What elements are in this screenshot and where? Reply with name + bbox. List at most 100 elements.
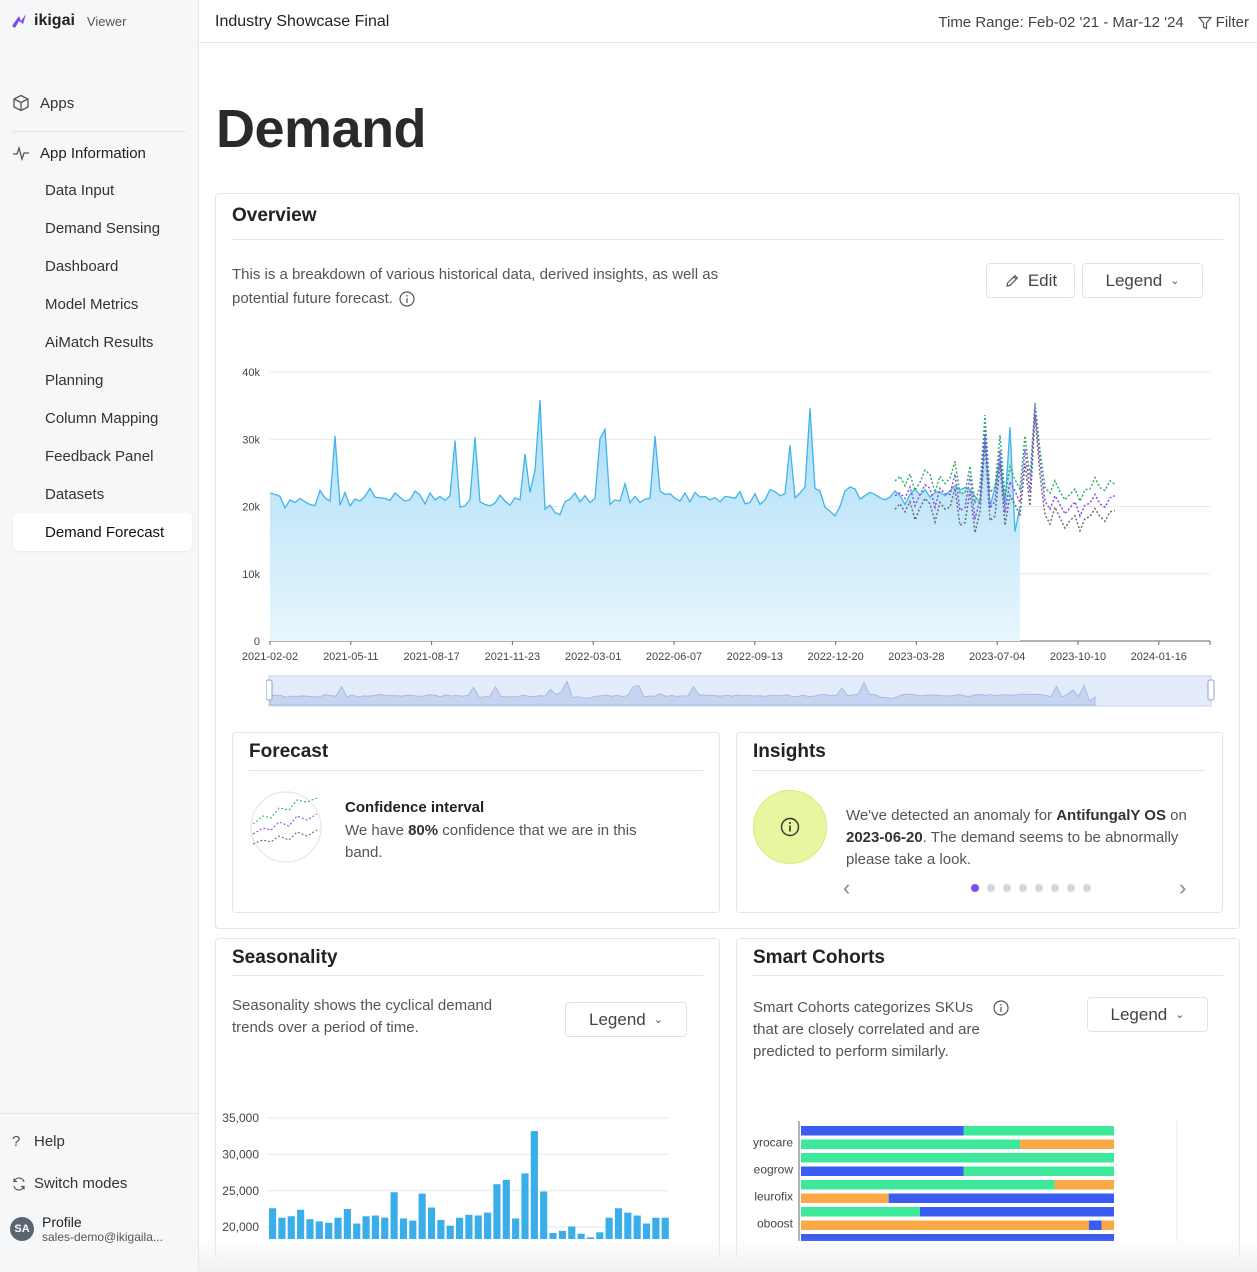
info-icon[interactable] [993, 1000, 1009, 1016]
help-link[interactable]: ? Help [12, 1133, 65, 1150]
forecast-title: Forecast [249, 741, 329, 762]
pagination-dot[interactable] [1035, 884, 1043, 892]
demand-chart[interactable]: 0 10k 20k 30k 40k 2021-02-02 2021-05-11 2021-08… [230, 354, 1235, 711]
insight-line-1: We've detected an anomaly for [846, 807, 1057, 824]
bar [325, 1222, 333, 1239]
bar [530, 1131, 538, 1239]
x-tick-label: 2021-11-23 [485, 651, 540, 663]
bar [652, 1217, 660, 1239]
ci-text-line-2: band. [345, 844, 383, 861]
bar [549, 1233, 557, 1239]
pagination-dot[interactable] [987, 884, 995, 892]
time-navigator[interactable] [266, 674, 1216, 708]
cohort-segment [963, 1166, 1114, 1176]
sidebar-item-feedback-panel[interactable]: Feedback Panel [45, 447, 154, 465]
x-tick-label: 2022-09-13 [727, 651, 783, 663]
sidebar-item-data-input[interactable]: Data Input [45, 181, 115, 199]
cohort-segment [1020, 1139, 1114, 1149]
app-title: Industry Showcase Final [215, 13, 390, 30]
info-icon[interactable] [399, 291, 415, 307]
y-tick-label: 20,000 [222, 1220, 259, 1234]
seasonality-chart[interactable]: 20,000 25,000 30,000 35,000 [216, 1105, 686, 1239]
sidebar-item-model-metrics[interactable]: Model Metrics [45, 295, 139, 313]
bar [633, 1215, 641, 1239]
time-range[interactable]: Time Range: Feb-02 '21 - Mar-12 '24 [938, 14, 1184, 31]
insight-sku[interactable]: AntifungalY OS [1056, 807, 1166, 824]
question-icon: ? [12, 1133, 21, 1150]
profile[interactable]: SA Profile sales-demo@ikigaila... [10, 1214, 163, 1244]
insight-next-button[interactable]: › [1179, 875, 1187, 900]
nav-apps[interactable]: Apps [12, 94, 74, 112]
chevron-down-icon: ⌄ [653, 1014, 663, 1026]
bar [540, 1191, 548, 1239]
history-area [270, 400, 1020, 641]
sidebar-item-demand-sensing[interactable]: Demand Sensing [45, 219, 161, 237]
sidebar-item-demand-forecast[interactable]: Demand Forecast [13, 513, 192, 551]
pagination-dot[interactable] [1051, 884, 1059, 892]
overview-description-line-1: This is a breakdown of various historica… [232, 266, 719, 283]
switch-modes-link[interactable]: Switch modes [12, 1175, 127, 1192]
nav-app-information[interactable]: App Information [12, 144, 146, 162]
seasonality-card: Seasonality Seasonality shows the cyclic… [215, 938, 720, 1258]
logo-text: ikigai [34, 12, 75, 29]
insight-prev-button[interactable]: ‹ [843, 875, 851, 900]
bar [521, 1173, 529, 1239]
profile-email: sales-demo@ikigaila... [42, 1230, 163, 1244]
ikigai-logo-icon [12, 14, 26, 28]
smart-cohorts-legend-dropdown[interactable]: Legend ⌄ [1087, 997, 1208, 1032]
confidence-interval-icon [250, 791, 322, 863]
anomaly-indicator [753, 790, 827, 864]
bar [446, 1225, 454, 1239]
sidebar-item-planning[interactable]: Planning [45, 371, 104, 389]
pagination-dot[interactable] [971, 884, 979, 892]
pagination-dot[interactable] [1003, 884, 1011, 892]
ci-text-pre: We have [345, 822, 409, 839]
cohort-segment [801, 1180, 1055, 1190]
cohort-segment [888, 1193, 1114, 1203]
filter-button[interactable]: Filter [1197, 14, 1249, 31]
history-line [269, 400, 1021, 532]
edit-button[interactable]: Edit [986, 263, 1075, 298]
overview-description-line-2: potential future forecast. [232, 290, 393, 307]
pagination-dot[interactable] [1067, 884, 1075, 892]
sidebar-item-datasets[interactable]: Datasets [45, 485, 105, 503]
y-tick-label: 20k [242, 502, 260, 514]
sidebar-item-dashboard[interactable]: Dashboard [45, 257, 119, 275]
overview-title: Overview [232, 205, 317, 226]
cohort-segment [801, 1153, 1114, 1163]
pagination-dot[interactable] [1083, 884, 1091, 892]
x-tick-label: 2022-03-01 [565, 651, 621, 663]
ci-text-post: confidence that we are in this [438, 822, 637, 839]
y-tick-label: 40k [242, 367, 260, 379]
seasonality-legend-dropdown[interactable]: Legend ⌄ [565, 1002, 687, 1037]
bar [614, 1208, 623, 1239]
bar [343, 1208, 351, 1239]
cohort-segment [801, 1166, 964, 1176]
seasonality-description-line-2: trends over a period of time. [232, 1019, 419, 1036]
navigator-left-handle [266, 679, 273, 701]
overview-divider [232, 239, 1223, 240]
chevron-down-icon: ⌄ [1175, 1009, 1185, 1021]
logo[interactable]: ikigai Viewer [10, 12, 126, 30]
smart-cohorts-description-line-2: that are closely correlated and are [753, 1021, 980, 1038]
navigator-preview [269, 680, 1096, 706]
legend-label: Legend [1105, 270, 1163, 290]
bar [624, 1212, 632, 1239]
sidebar-item-column-mapping[interactable]: Column Mapping [45, 409, 159, 427]
overview-legend-dropdown[interactable]: Legend ⌄ [1082, 263, 1203, 298]
cohort-segment [801, 1126, 964, 1136]
cohort-segment [801, 1220, 1089, 1230]
filter-icon [1197, 16, 1212, 29]
sidebar-item-aimatch-results[interactable]: AiMatch Results [45, 333, 154, 351]
x-tick-label: 2023-07-04 [969, 651, 1025, 663]
bar [474, 1215, 482, 1239]
cohort-segment [801, 1207, 920, 1217]
bar [577, 1233, 585, 1239]
pagination-dot[interactable] [1019, 884, 1027, 892]
cohort-segment [801, 1139, 1021, 1149]
sidebar-bottom-divider [0, 1113, 199, 1114]
smart-cohorts-chart[interactable]: yrocare eogrow leurofix oboost [737, 1117, 1207, 1241]
bar [287, 1216, 295, 1239]
y-tick-label: 30k [242, 434, 260, 446]
bar [484, 1212, 492, 1239]
